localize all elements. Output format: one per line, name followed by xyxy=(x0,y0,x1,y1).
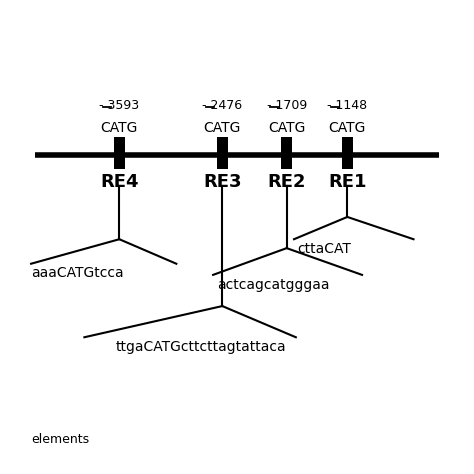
Text: RE1: RE1 xyxy=(328,173,366,191)
Text: CATG: CATG xyxy=(204,120,241,135)
Text: actcagcatgggaa: actcagcatgggaa xyxy=(217,278,329,292)
Bar xyxy=(342,137,353,169)
Text: ttgaCATGcttcttagtattaca: ttgaCATGcttcttagtattaca xyxy=(116,340,286,355)
Text: RE2: RE2 xyxy=(267,173,306,191)
Bar xyxy=(281,137,292,169)
Text: - 2476: - 2476 xyxy=(202,99,242,112)
Text: elements: elements xyxy=(31,433,89,447)
Bar xyxy=(217,137,228,169)
Text: aaaCATGtcca: aaaCATGtcca xyxy=(31,266,124,280)
Text: - 1709: - 1709 xyxy=(266,99,307,112)
Bar xyxy=(114,137,125,169)
Text: RE4: RE4 xyxy=(100,173,138,191)
Text: CATG: CATG xyxy=(100,120,138,135)
Text: RE3: RE3 xyxy=(203,173,242,191)
Text: - 1148: - 1148 xyxy=(327,99,367,112)
Text: - 3593: - 3593 xyxy=(99,99,139,112)
Text: CATG: CATG xyxy=(268,120,305,135)
Text: cttaCAT: cttaCAT xyxy=(298,242,352,256)
Text: CATG: CATG xyxy=(328,120,366,135)
